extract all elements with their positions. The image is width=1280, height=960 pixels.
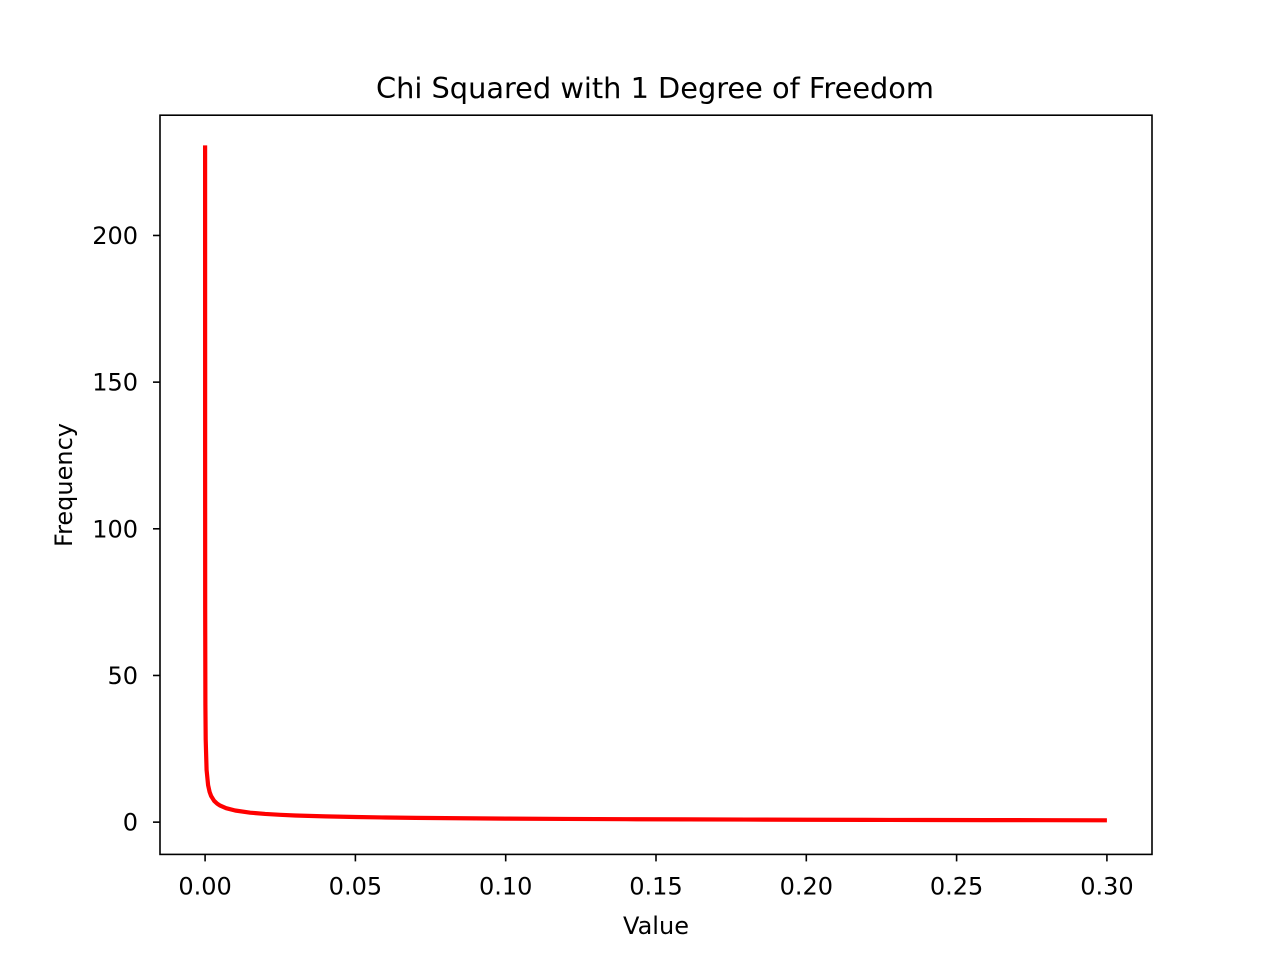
y-tick-label: 0 xyxy=(123,809,138,837)
y-axis-label: Frequency xyxy=(50,423,78,547)
y-tick-label: 100 xyxy=(92,515,138,543)
chart-title: Chi Squared with 1 Degree of Freedom xyxy=(376,71,934,105)
x-axis-label: Value xyxy=(623,912,689,940)
series-layer xyxy=(203,145,1107,823)
x-tick-label: 0.30 xyxy=(1080,872,1133,900)
x-tick-label: 0.00 xyxy=(178,872,231,900)
x-tick-label: 0.25 xyxy=(930,872,983,900)
x-tick-label: 0.20 xyxy=(780,872,833,900)
y-tick-label: 50 xyxy=(107,662,138,690)
y-axis-ticks: 0 50 100 150 200 xyxy=(92,222,160,837)
x-axis-ticks: 0.00 0.05 0.10 0.15 0.20 0.25 0.30 xyxy=(178,854,1134,900)
series-line xyxy=(203,145,1107,823)
x-tick-label: 0.15 xyxy=(629,872,682,900)
y-tick-label: 150 xyxy=(92,369,138,397)
x-tick-label: 0.10 xyxy=(479,872,532,900)
x-tick-label: 0.05 xyxy=(329,872,382,900)
y-tick-label: 200 xyxy=(92,222,138,250)
